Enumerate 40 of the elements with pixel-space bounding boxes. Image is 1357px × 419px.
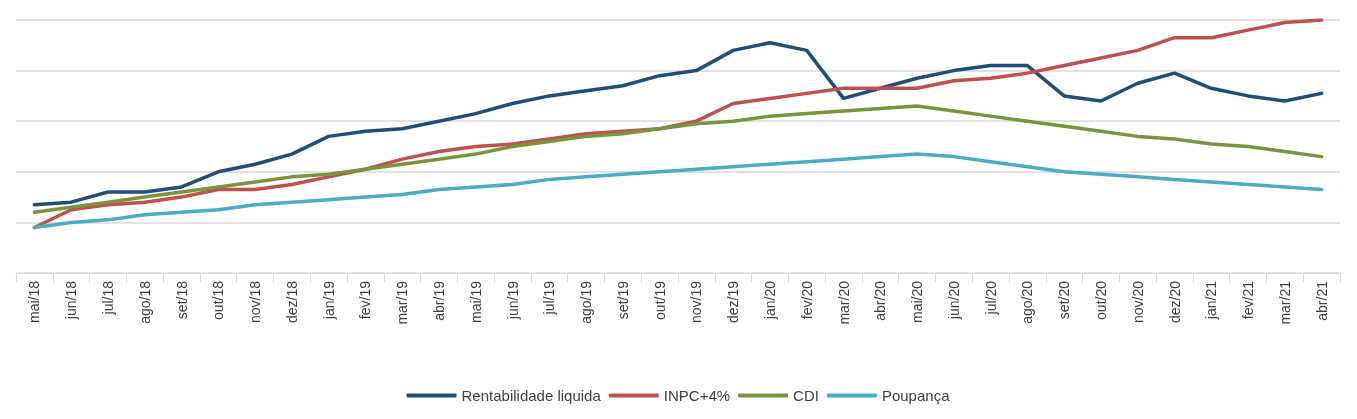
x-tick-label: jun/19 — [504, 280, 521, 321]
x-tick-label: mai/19 — [467, 280, 484, 324]
legend-label: Poupança — [881, 387, 951, 404]
x-tick-label: fev/19 — [357, 280, 374, 320]
x-tick-label: mar/21 — [1276, 280, 1293, 325]
x-tick-label: mar/20 — [835, 280, 852, 325]
x-tick-label: ago/20 — [1019, 280, 1036, 324]
x-tick-label: abr/20 — [872, 280, 889, 321]
x-tick-label: set/20 — [1056, 280, 1073, 320]
x-tick-label: out/18 — [210, 280, 227, 320]
x-tick-label: set/19 — [614, 280, 631, 320]
x-tick-label: dez/20 — [1166, 280, 1183, 324]
x-tick-label: jul/20 — [982, 280, 999, 316]
x-tick-label: jan/20 — [761, 280, 778, 321]
x-tick-label: jun/20 — [945, 280, 962, 321]
x-tick-label: nov/19 — [688, 280, 705, 324]
x-tick-label: nov/18 — [247, 280, 264, 324]
x-tick-label: jan/19 — [320, 280, 337, 321]
x-tick-label: ago/19 — [578, 280, 595, 324]
x-tick-label: out/19 — [651, 280, 668, 320]
legend-label: CDI — [793, 387, 819, 404]
x-tick-label: jul/19 — [541, 280, 558, 316]
x-tick-label: set/18 — [173, 280, 190, 320]
x-tick-label: jun/18 — [63, 280, 80, 321]
x-tick-label: fev/20 — [798, 280, 815, 320]
x-tick-label: mar/19 — [394, 280, 411, 325]
x-tick-label: mai/20 — [909, 280, 926, 324]
x-tick-label: dez/19 — [725, 280, 742, 324]
x-tick-label: jul/18 — [99, 280, 116, 316]
x-tick-label: abr/19 — [430, 280, 447, 321]
x-tick-label: abr/21 — [1313, 280, 1330, 321]
x-tick-label: out/20 — [1092, 280, 1109, 320]
legend-label: INPC+4% — [663, 387, 731, 404]
x-tick-label: nov/20 — [1129, 280, 1146, 324]
x-tick-label: ago/18 — [136, 280, 153, 324]
x-tick-label: jan/21 — [1203, 280, 1220, 321]
x-tick-label: dez/18 — [283, 280, 300, 324]
x-tick-label: fev/21 — [1240, 280, 1257, 320]
x-tick-label: mai/18 — [26, 280, 43, 324]
legend-label: Rentabilidade liquida — [461, 387, 602, 404]
